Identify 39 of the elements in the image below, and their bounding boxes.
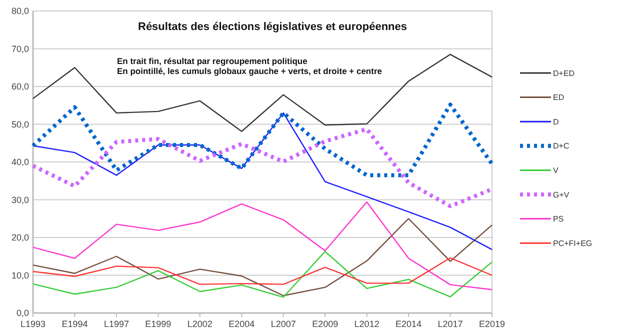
x-tick-label: E2019 xyxy=(478,319,506,329)
y-tick-label: 20,0 xyxy=(11,232,29,243)
legend-label: V xyxy=(553,166,559,175)
y-tick-label: 0,0 xyxy=(16,308,29,318)
x-tick-label: E1999 xyxy=(145,319,172,329)
legend-label: D+C xyxy=(553,142,570,151)
legend-label: D+ED xyxy=(553,68,575,78)
line-series xyxy=(32,257,493,285)
annotation: En pointillé, les cumuls globaux gauche + verts, et droite + centre xyxy=(117,66,382,76)
legend-label: G+V xyxy=(553,190,570,200)
text: Résultats des élections législatives et européennes xyxy=(138,21,407,33)
legend-label: PS xyxy=(553,214,564,224)
y-tick-label: 50,0 xyxy=(11,119,29,130)
legend-label: D xyxy=(553,117,559,126)
x-tick-label: L1993 xyxy=(20,319,46,329)
line-series xyxy=(32,218,493,296)
y-tick-label: 60,0 xyxy=(11,82,29,92)
x-tick-label: E1994 xyxy=(62,319,88,329)
y-tick-label: 40,0 xyxy=(11,157,29,168)
line-series xyxy=(32,112,493,250)
x-tick-label: E2014 xyxy=(396,319,422,329)
y-tick-label: 10,0 xyxy=(11,270,29,280)
legend-label: ED xyxy=(553,93,564,102)
x-tick-label: E2004 xyxy=(228,319,255,329)
y-tick-label: 80,0 xyxy=(11,6,29,16)
line-series xyxy=(32,250,493,298)
x-tick-label: L2002 xyxy=(187,319,212,329)
x-tick-label: L2012 xyxy=(354,319,380,329)
x-tick-label: L1997 xyxy=(104,319,129,329)
y-tick-label: 30,0 xyxy=(11,194,29,205)
x-tick-label: E2009 xyxy=(312,319,338,329)
y-tick-label: 70,0 xyxy=(11,44,29,54)
annotation: En trait fin, résultat par regroupement politique xyxy=(117,56,308,66)
x-tick-label: L2017 xyxy=(438,319,463,329)
line-series xyxy=(32,201,493,290)
legend-label: PC+FI+EG xyxy=(553,238,592,248)
line-series xyxy=(32,54,493,132)
x-tick-label: L2007 xyxy=(270,319,296,329)
line-series xyxy=(31,102,494,178)
